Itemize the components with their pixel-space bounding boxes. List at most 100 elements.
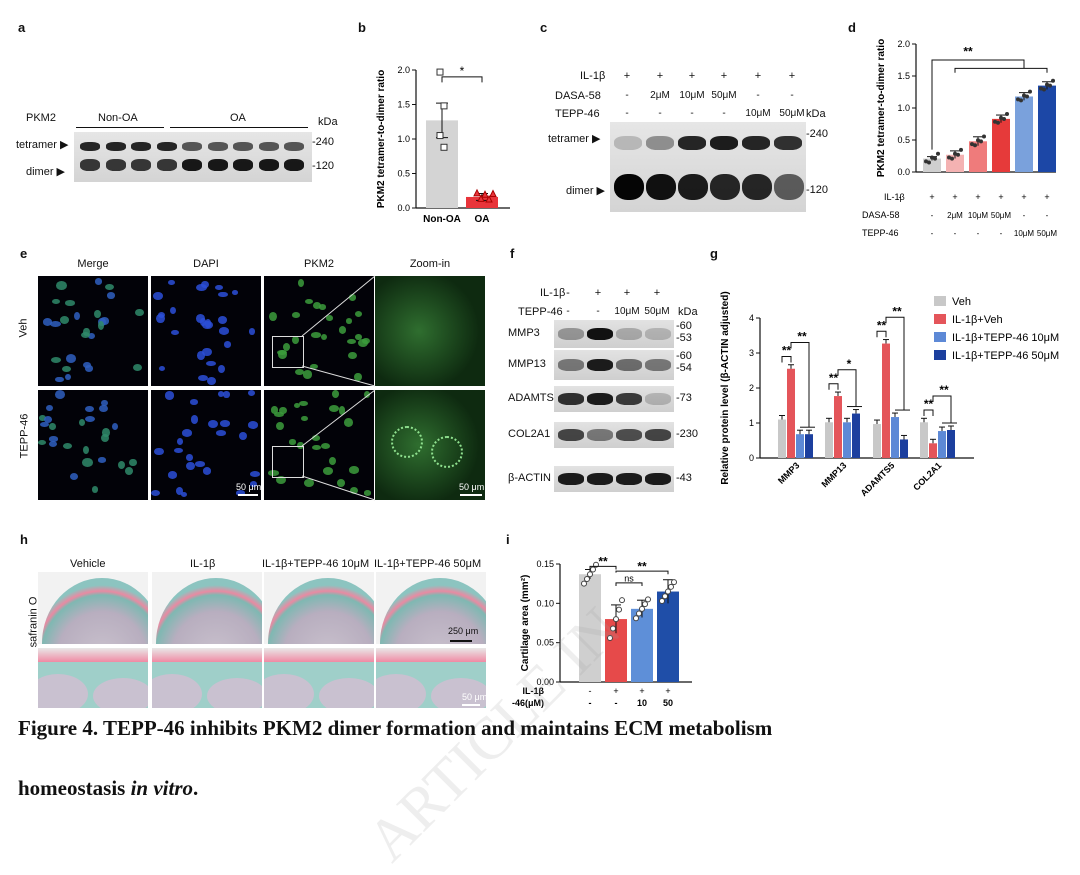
chart-i-point [619,597,625,604]
chart-b-sig: * [460,64,465,78]
blot-f-band [645,393,671,405]
blot-c-il1b-cell: + [720,70,728,82]
blot-f-il1b-cell: + [623,287,631,299]
histology-scale-label: 250 μm [448,626,479,636]
blot-c-row-tepp: TEPP-46 [555,108,600,120]
blot-c-kda: kDa [806,108,826,120]
microscopy-cell [153,447,164,456]
microscopy-cell [93,309,101,318]
chart-g-xlabel: MMP13 [819,460,848,489]
chart-g-sig: * [847,357,852,371]
microscopy-tile [375,276,485,386]
microscopy-cell [289,439,296,445]
chart-d-tick-label: 2.0 [897,39,910,49]
microscopy-cell [276,421,285,431]
blot-c-band-tetramer [774,136,802,150]
chart-d-il1b-cell: + [975,192,980,202]
chart-i-point [662,593,668,600]
chart-b-xlabel: OA [475,214,490,225]
histology-scale2-label: 50 μm [462,692,488,702]
chart-b-point [489,189,497,198]
microscopy-cell [168,471,178,479]
blot-a-band-dimer [207,159,228,171]
chart-b-sig-bracket [441,76,483,83]
microscopy-cell [171,329,179,335]
blot-f-protein-label: COL2A1 [508,428,551,440]
blot-c-band-tetramer [710,136,738,150]
microscopy-tile [264,276,374,386]
chart-d-dasa-cell: 50μM [991,211,1012,220]
microscopy-cell [318,304,327,311]
microscopy-cell [83,446,90,455]
figure-caption-line1: Figure 4. TEPP-46 inhibits PKM2 dimer fo… [18,716,773,740]
microscopy-cell [135,309,144,317]
microscopy-cell [249,481,257,487]
chart-g-bar [873,424,881,458]
chart-g-bar [834,396,842,458]
microscopy-cell [85,415,96,422]
microscopy-tile [264,390,374,500]
chart-g-sig: ** [829,371,839,385]
blot-f-band [645,328,671,340]
panel-label-f: f [510,246,515,261]
chart-d-sig-bracket [954,67,1048,73]
histology-tile-bottom [376,648,486,708]
blot-a-band-tetramer [131,142,151,151]
histology-group-label: IL-1β [190,558,216,570]
histology-marrow [264,674,314,708]
blot-a-band-dimer [80,159,100,171]
chart-d-point [959,147,963,152]
microscopy-tile [38,276,148,386]
chart-g-bar [929,443,937,458]
blot-f-mw-label: -54 [676,362,692,374]
histology-scale-bar [450,640,472,642]
chart-g-bar [825,422,833,458]
microscopy-scale-label: 50 μm [236,482,262,492]
blot-f-band [558,328,584,340]
chart-g-bar [778,419,786,458]
blot-f-band [587,359,613,371]
chart-i-point [636,610,642,617]
blot-f-mw-label: -230 [676,428,699,440]
microscopy-cell [219,420,230,427]
blot-c-il1b-cell: + [688,70,696,82]
microscopy-cell [206,376,216,386]
chart-d-dasa-cell: 2μM [947,211,963,220]
microscopy-cell [363,490,371,496]
microscopy-cell [49,423,56,431]
microscopy-cell [336,478,345,487]
blot-a-band-tetramer [156,142,177,151]
blot-f-band [616,328,642,340]
microscopy-cell [91,486,99,493]
blot-f-protein-label: ADAMTS5 [508,392,560,404]
chart-i-point [581,580,587,587]
blot-c-mw-120: -120 [806,184,829,196]
chart-d-point [979,139,983,144]
microscopy-cell [348,351,357,359]
microscopy-cell [273,411,284,418]
chart-g-legend-label: Veh [952,296,971,308]
microscopy-cell [132,363,143,372]
blot-a-mw-120: -120 [312,160,335,172]
panel-label-g: g [710,246,718,261]
microscopy-cell [338,406,346,415]
microscopy-col-label: DAPI [193,258,219,270]
chart-g-sig-bracket [781,356,792,363]
microscopy-cell [46,404,54,411]
microscopy-cell [304,479,315,487]
microscopy-cell [271,406,278,414]
chart-i-sig-bracket [615,582,643,587]
blot-f-mw-label: -43 [676,472,692,484]
chart-i-tick-label: 0.15 [536,559,554,569]
blot-a-nonoa-line [76,127,164,128]
microscopy-cell [235,490,246,497]
histology-cartilage [38,648,148,662]
microscopy-tile [151,276,261,386]
chart-g-sig: ** [924,397,934,411]
chart-b-point [481,190,489,198]
blot-f-strip [554,350,674,380]
caption-period: . [193,776,199,800]
blot-c-dimer-label: dimer ▶ [566,185,606,197]
chart-i-point [671,579,677,586]
chart-d-point [970,142,974,147]
